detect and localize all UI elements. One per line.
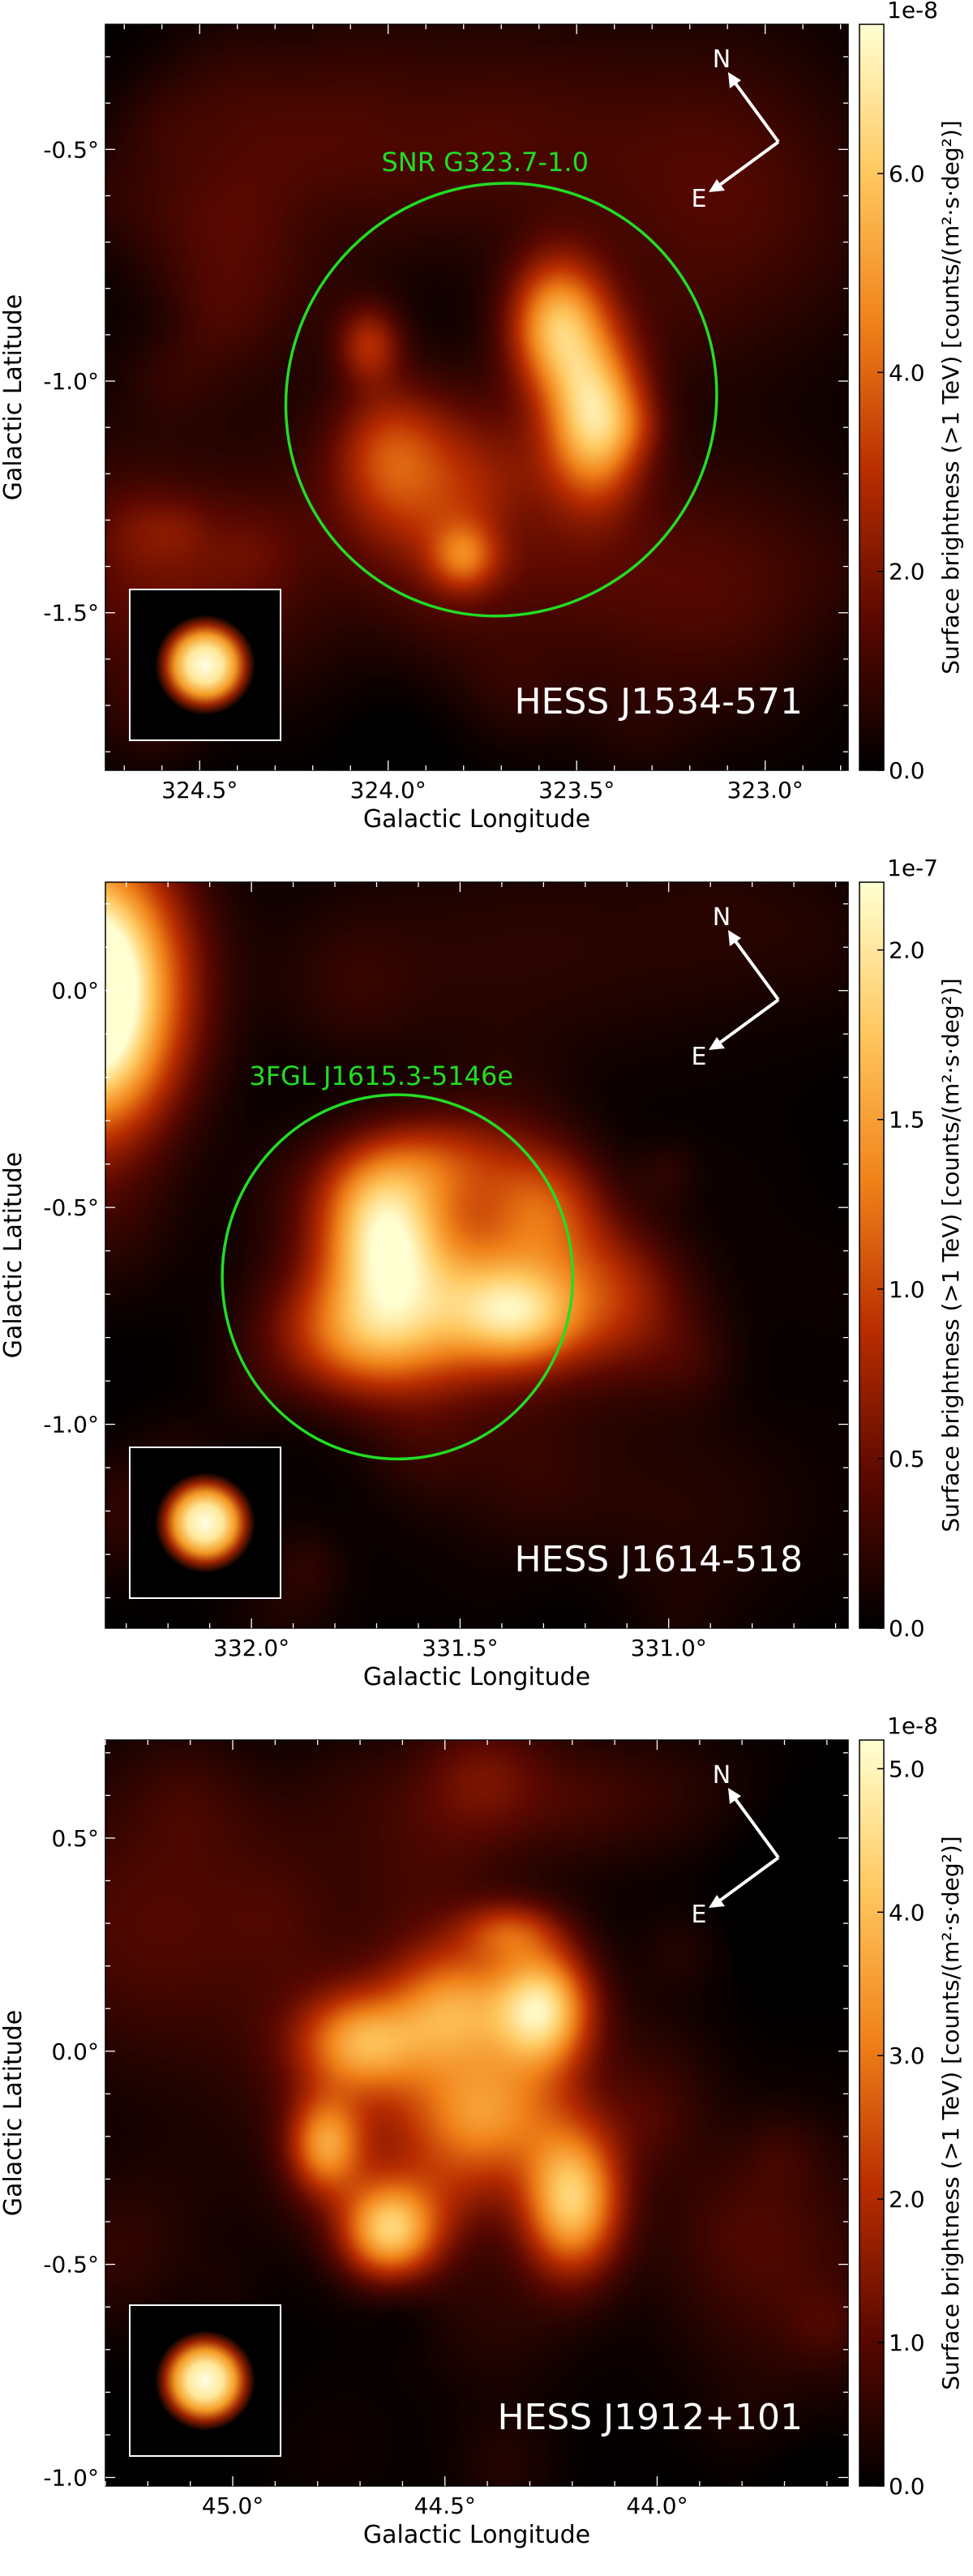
- psf-disk: [155, 1472, 255, 1573]
- north-arrow-head-icon: [728, 930, 741, 946]
- x-tick-label: 332.0°: [213, 1635, 289, 1661]
- x-tick-label: 45.0°: [202, 2492, 264, 2519]
- x-tick-label: 331.5°: [422, 1635, 498, 1661]
- north-arrow: [732, 937, 780, 1001]
- north-arrow: [732, 1795, 780, 1859]
- x-axis-label: Galactic Longitude: [363, 2521, 590, 2549]
- psf-inset-border: [129, 589, 281, 741]
- colorbar-tick-label: 1.0: [889, 1276, 925, 1303]
- east-arrow-head-icon: [709, 1895, 725, 1908]
- x-tick-label: 331.0°: [631, 1635, 707, 1661]
- y-tick-label: -1.0°: [43, 368, 99, 395]
- y-tick-label: 0.5°: [51, 1825, 99, 1852]
- y-tick-label: -1.0°: [43, 2464, 99, 2491]
- x-tick-label: 323.0°: [727, 777, 804, 804]
- skymap-svg: 45.0° 44.5° 44.0° 0.5° 0.0° -0.5° -1.0° Galacti…: [0, 1712, 964, 2549]
- colorbar-label: Surface brightness (>1 TeV) [counts/(m²·…: [937, 978, 964, 1532]
- east-label: E: [692, 1901, 707, 1929]
- x-tick-label: 44.0°: [626, 2492, 688, 2519]
- y-axis-label: Galactic Latitude: [0, 294, 28, 500]
- x-tick-label: 324.0°: [350, 777, 426, 804]
- x-tick-label: 44.5°: [414, 2492, 476, 2519]
- y-tick-label: 0.0°: [51, 978, 99, 1005]
- colorbar: [859, 24, 885, 771]
- north-arrow-head-icon: [728, 72, 741, 88]
- colorbar-tick-label: 3.0: [889, 2042, 925, 2069]
- colorbar-tick-label: 2.0: [889, 2186, 925, 2213]
- x-tick-label: 323.5°: [538, 777, 615, 804]
- psf-disk: [155, 2330, 255, 2431]
- source-name-label: HESS J1614-518: [514, 1539, 803, 1580]
- plot-frame: [105, 881, 849, 1629]
- colorbar-tick-label: 2.0: [889, 937, 925, 964]
- colorbar-tick-label: 0.0: [889, 2473, 925, 2500]
- colorbar-scale-label: 1e-7: [887, 858, 938, 881]
- east-arrow: [716, 998, 780, 1046]
- skymap-svg: 332.0° 331.5° 331.0° 0.0° -0.5° -1.0° Galactic…: [0, 855, 964, 1691]
- east-arrow-head-icon: [709, 1037, 725, 1050]
- colorbar-tick-label: 0.0: [889, 1615, 925, 1642]
- y-tick-label: -1.5°: [43, 600, 99, 627]
- east-label: E: [692, 185, 707, 213]
- skymap-panel-hess-j1534-571: 324.5° 324.0° 323.5° 323.0° -0.5° -1.0° -1.5° G…: [0, 0, 973, 857]
- plot-frame: [105, 1739, 849, 2487]
- y-tick-label: -0.5°: [43, 136, 99, 163]
- east-arrow-head-icon: [709, 179, 725, 192]
- colorbar-tick-label: 4.0: [889, 359, 925, 386]
- colorbar-label: Surface brightness (>1 TeV) [counts/(m²·…: [937, 1836, 964, 2390]
- north-arrow-head-icon: [728, 1788, 741, 1804]
- colorbar-label: Surface brightness (>1 TeV) [counts/(m²·…: [937, 120, 964, 674]
- region-ellipse: [221, 1093, 575, 1461]
- region-label: SNR G323.7-1.0: [381, 147, 589, 178]
- skymap-panel-hess-j1912-101: 45.0° 44.5° 44.0° 0.5° 0.0° -0.5° -1.0° Galacti…: [0, 1712, 973, 2573]
- north-arrow: [732, 79, 780, 144]
- x-axis-label: Galactic Longitude: [363, 1663, 590, 1691]
- source-name-label: HESS J1534-571: [514, 681, 803, 722]
- colorbar-tick-label: 0.0: [889, 757, 925, 784]
- y-tick-label: -0.5°: [43, 2252, 99, 2278]
- y-tick-label: -1.0°: [43, 1412, 99, 1438]
- colorbar-tick-label: 0.5: [889, 1446, 925, 1472]
- colorbar: [859, 881, 885, 1629]
- east-arrow: [716, 140, 780, 188]
- east-label: E: [692, 1043, 707, 1071]
- skymap-panel-hess-j1614-518: 332.0° 331.5° 331.0° 0.0° -0.5° -1.0° Galactic…: [0, 855, 973, 1715]
- skymap-svg: 324.5° 324.0° 323.5° 323.0° -0.5° -1.0° -1.5° G…: [0, 0, 964, 834]
- region-label: 3FGL J1615.3-5146e: [249, 1061, 513, 1091]
- colorbar-tick-label: 6.0: [889, 161, 925, 187]
- y-tick-label: 0.0°: [51, 2038, 99, 2065]
- region-ellipse: [284, 182, 718, 618]
- north-label: N: [713, 45, 731, 74]
- north-label: N: [713, 903, 731, 932]
- north-label: N: [713, 1761, 731, 1789]
- y-tick-label: -0.5°: [43, 1194, 99, 1221]
- plot-frame: [105, 24, 849, 771]
- x-axis-label: Galactic Longitude: [363, 805, 590, 834]
- colorbar-tick-label: 1.0: [889, 2330, 925, 2356]
- colorbar-tick-label: 2.0: [889, 559, 925, 585]
- east-arrow: [716, 1856, 780, 1904]
- psf-inset-border: [129, 2304, 281, 2457]
- source-name-label: HESS J1912+101: [497, 2397, 803, 2438]
- colorbar: [859, 1739, 885, 2487]
- x-tick-label: 324.5°: [161, 777, 238, 804]
- colorbar-tick-label: 1.5: [889, 1107, 925, 1134]
- psf-inset-border: [129, 1447, 281, 1599]
- y-axis-label: Galactic Latitude: [0, 1152, 28, 1358]
- colorbar-tick-label: 5.0: [889, 1755, 925, 1782]
- y-axis-label: Galactic Latitude: [0, 2010, 28, 2216]
- colorbar-tick-label: 4.0: [889, 1899, 925, 1926]
- colorbar-scale-label: 1e-8: [887, 0, 938, 24]
- colorbar-scale-label: 1e-8: [887, 1716, 938, 1739]
- psf-disk: [155, 615, 255, 715]
